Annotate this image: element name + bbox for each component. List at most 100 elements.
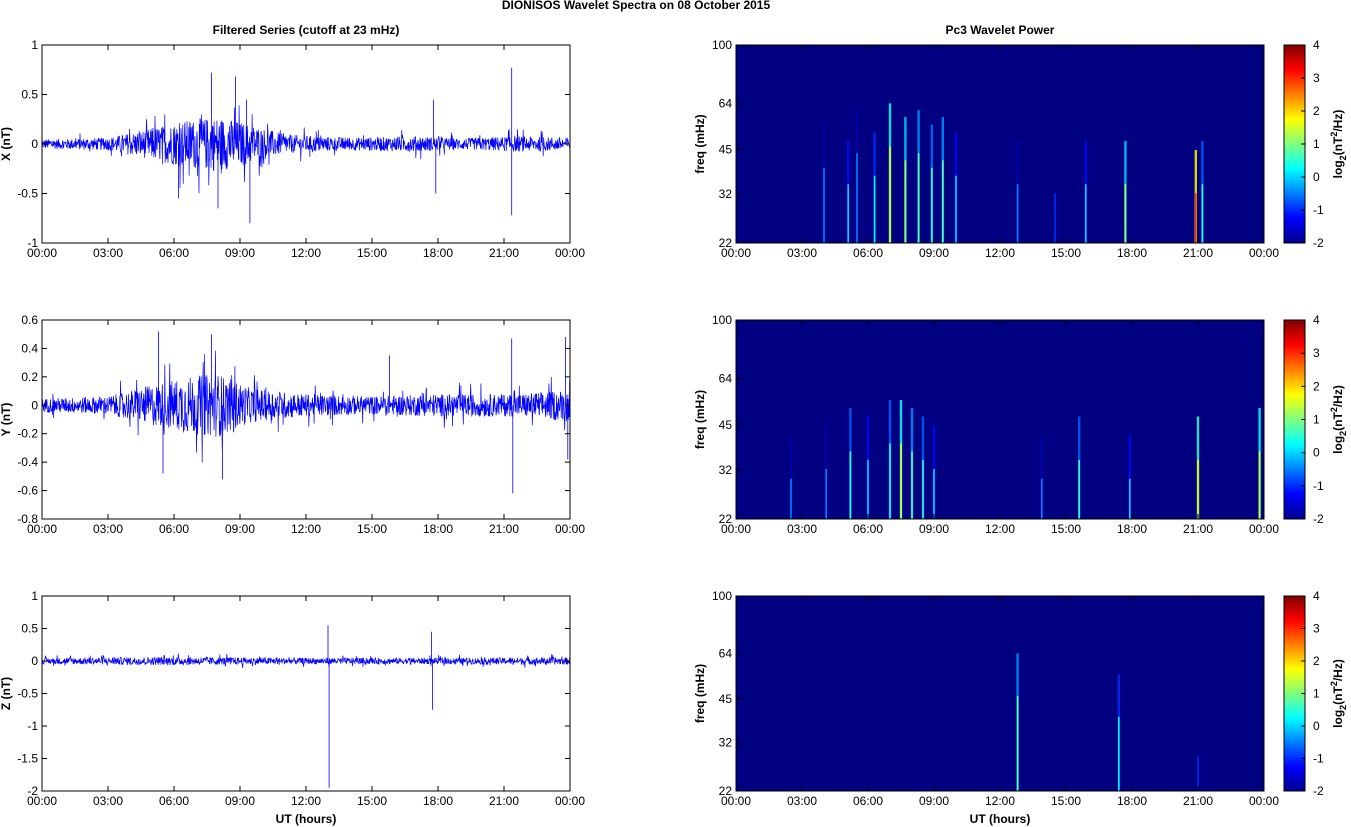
spectrum-y-burst-streak — [1040, 435, 1043, 519]
spectrum-x-burst-core — [856, 153, 858, 243]
spectrum-x-plot-area — [736, 45, 1264, 243]
series-x-x-tick-label: 12:00 — [291, 246, 321, 260]
series-x-panel: 10.50-0.5-100:00 03:00 06:00 09:00 12:00 15:0… — [0, 38, 585, 260]
spectrum-y-burst-streak — [789, 435, 793, 519]
series-z-trace — [41, 653, 571, 669]
series-z-x-tick-label: 12:00 — [291, 794, 321, 808]
spectrum-y-x-tick-label: 18:00 — [1117, 522, 1147, 536]
spectrum-x-colorbar-tick-label: 4 — [1313, 38, 1320, 52]
spectrum-x-burst-core — [873, 175, 876, 243]
spectrum-y-burst-core — [1129, 478, 1131, 519]
spectrum-x-colorbar-tick-label: -2 — [1313, 236, 1324, 250]
series-x-x-tick-label: 00:00 — [27, 246, 57, 260]
spectrum-y-y-axis-label: freq (mHz) — [693, 390, 707, 449]
series-y-x-tick-label: 03:00 — [93, 522, 123, 536]
spectrum-y-burst-core — [922, 459, 924, 519]
spectrum-x-burst-core — [904, 160, 907, 243]
spectrum-y-y-tick-label: 100 — [712, 313, 732, 327]
series-x-y-axis-label: X (nT) — [0, 127, 13, 161]
spectrum-z-y-tick-label: 22 — [719, 784, 733, 798]
right-column-title: Pc3 Wavelet Power — [946, 23, 1055, 37]
spectrum-x-burst-core — [955, 175, 957, 243]
spectrum-x-burst-core — [1201, 184, 1204, 243]
spectrum-y-burst-core — [1197, 459, 1199, 519]
series-x-y-tick-label: -1 — [27, 236, 38, 250]
spectrum-x-y-axis-label: freq (mHz) — [693, 114, 707, 173]
spectrum-y-burst-core — [889, 443, 891, 519]
spectrum-y-x-tick-label: 15:00 — [1051, 522, 1081, 536]
spectrum-y-burst-core — [933, 468, 935, 519]
series-x-trace — [41, 105, 571, 194]
spectrum-x-burst-core — [1085, 184, 1087, 243]
spectrum-y-x-tick-label: 21:00 — [1183, 522, 1213, 536]
spectrum-x-x-tick-label: 18:00 — [1117, 246, 1147, 260]
spectrum-x-colorbar-label: log2(nT2/Hz) — [1329, 110, 1348, 179]
series-y-x-tick-label: 21:00 — [489, 522, 519, 536]
spectrum-z-colorbar-tick-label: 3 — [1313, 622, 1320, 636]
series-x-x-tick-label: 09:00 — [225, 246, 255, 260]
spectrum-x-burst-core — [1016, 184, 1019, 243]
series-x-y-tick-label: 0 — [31, 137, 38, 151]
spectrum-x-y-tick-label: 100 — [712, 38, 732, 52]
spectrum-y-x-tick-label: 03:00 — [787, 522, 817, 536]
series-y-y-tick-label: 0.6 — [21, 313, 38, 327]
series-z-x-tick-label: 18:00 — [423, 794, 453, 808]
series-y-x-tick-label: 18:00 — [423, 522, 453, 536]
series-y-x-tick-label: 12:00 — [291, 522, 321, 536]
left-column-title: Filtered Series (cutoff at 23 mHz) — [213, 23, 400, 37]
series-y-y-tick-label: 0.2 — [21, 370, 38, 384]
spectrum-z-x-tick-label: 03:00 — [787, 794, 817, 808]
spectrum-z-colorbar-tick-label: 2 — [1313, 654, 1320, 668]
series-y-panel: 0.60.40.20-0.2-0.4-0.6-0.800:00 03:00 06:0… — [0, 313, 585, 536]
figure-title: DIONISOS Wavelet Spectra on 08 October 2… — [502, 0, 771, 12]
spectrum-x-burst-core — [917, 153, 920, 243]
series-z-y-tick-label: 0 — [31, 654, 38, 668]
spectrum-z-y-axis-label: freq (mHz) — [693, 664, 707, 723]
spectrum-x-x-tick-label: 00:00 — [721, 246, 751, 260]
spectrum-x-burst-core — [1054, 193, 1056, 243]
spectrum-y-colorbar-tick-label: 3 — [1313, 346, 1320, 360]
series-y-y-tick-label: -0.6 — [17, 484, 38, 498]
spectrum-z-burst-core — [1197, 756, 1199, 791]
series-x-y-tick-label: 1 — [31, 38, 38, 52]
series-y-x-tick-label: 15:00 — [357, 522, 387, 536]
spectrum-x-x-tick-label: 03:00 — [787, 246, 817, 260]
spectrum-z-x-tick-label: 18:00 — [1117, 794, 1147, 808]
spectrum-x-x-tick-label: 15:00 — [1051, 246, 1081, 260]
series-z-y-axis-label: Z (nT) — [0, 677, 13, 710]
series-y-x-tick-label: 09:00 — [225, 522, 255, 536]
spectrum-y-burst-core — [825, 468, 827, 519]
spectrum-z-plot-area — [736, 596, 1264, 791]
spectrum-x-colorbar-tick-label: 3 — [1313, 71, 1320, 85]
spectrum-x-colorbar-tick-label: 0 — [1313, 170, 1320, 184]
spectrum-x-x-tick-label: 12:00 — [985, 246, 1015, 260]
spectrum-y-x-tick-label: 00:00 — [1249, 522, 1279, 536]
spectrum-y-burst-streak — [1128, 435, 1131, 519]
series-y-y-tick-label: -0.4 — [17, 455, 38, 469]
spectrum-x-y-tick-label: 45 — [719, 142, 733, 156]
series-z-x-tick-label: 06:00 — [159, 794, 189, 808]
series-x-y-tick-label: 0.5 — [21, 88, 38, 102]
spectrum-y-burst-core — [911, 451, 913, 519]
spectrum-x-burst-core — [823, 167, 825, 243]
spectrum-z-x-tick-label: 15:00 — [1051, 794, 1081, 808]
spectrum-z-colorbar-tick-label: -1 — [1313, 752, 1324, 766]
spectrum-x-burst-core — [1195, 193, 1197, 243]
series-y-y-tick-label: 0 — [31, 398, 38, 412]
series-x-x-tick-label: 06:00 — [159, 246, 189, 260]
spectrum-x-y-tick-label: 32 — [719, 187, 733, 201]
series-z-plot-area — [42, 596, 570, 791]
spectrum-x-colorbar-tick-label: 1 — [1313, 137, 1320, 151]
spectrum-y-burst-core — [900, 443, 902, 519]
series-x-y-tick-label: -0.5 — [17, 187, 38, 201]
series-z-y-tick-label: -1.5 — [17, 752, 38, 766]
panels: 10.50-0.5-100:00 03:00 06:00 09:00 12:00 15:0… — [0, 38, 1348, 826]
series-x-x-tick-label: 03:00 — [93, 246, 123, 260]
series-y-y-tick-label: 0.4 — [21, 341, 38, 355]
spectrum-x-y-tick-label: 64 — [719, 96, 733, 110]
spectrum-z-y-tick-label: 32 — [719, 736, 733, 750]
series-z-y-tick-label: 0.5 — [21, 622, 38, 636]
spectrum-y-x-tick-label: 06:00 — [853, 522, 883, 536]
spectrum-z-colorbar-tick-label: 4 — [1313, 589, 1320, 603]
